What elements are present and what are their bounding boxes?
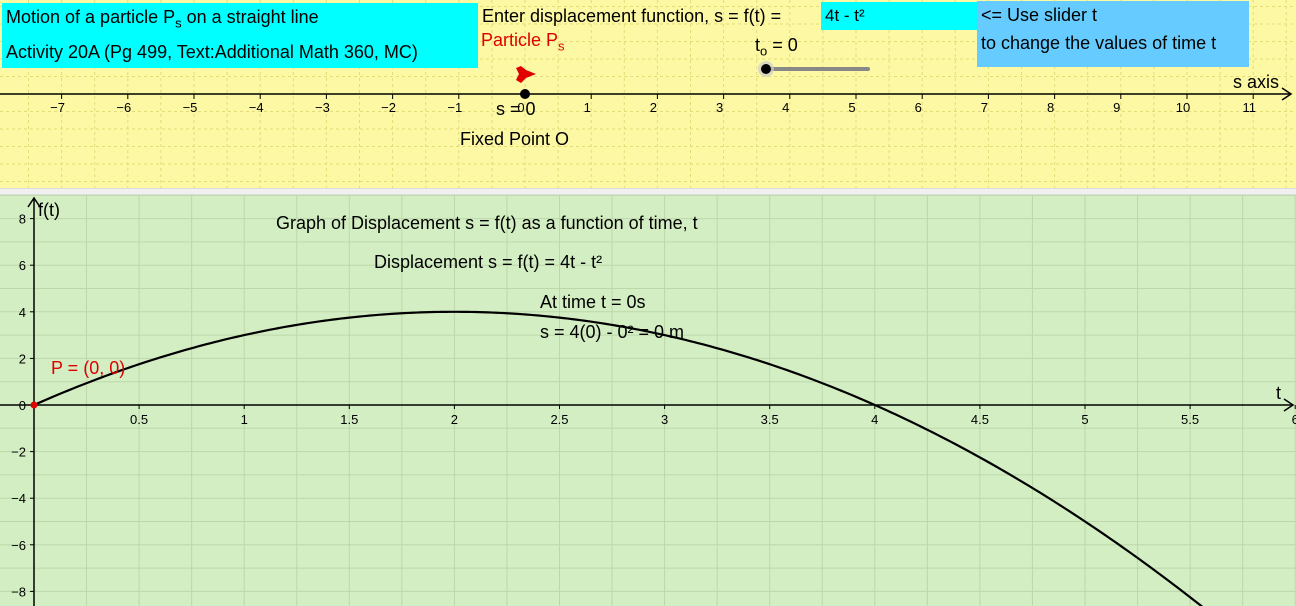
title-line1: Motion of a particle Ps on a straight li… [6,7,319,31]
s-zero-label: s = 0 [496,99,536,119]
particle-ps[interactable] [516,66,536,83]
x-tick-label: 5 [1081,412,1088,427]
y-axis-arrow [27,196,41,208]
x-tick-label: 0.5 [130,412,148,427]
s-tick-label: 4 [782,100,789,115]
s-axis-arrow [1281,87,1293,101]
s-tick-label: 7 [981,100,988,115]
x-tick-label: 1.5 [340,412,358,427]
slider-label: to = 0 [755,35,798,59]
s-tick-label: −4 [249,100,264,115]
x-axis-label: t [1276,383,1282,403]
title-line2: Activity 20A (Pg 499, Text:Additional Ma… [6,41,418,62]
s-tick-label: 5 [848,100,855,115]
graph-title: Graph of Displacement s = f(t) as a func… [276,213,698,233]
x-tick-label: 2.5 [550,412,568,427]
s-tick-label: 6 [915,100,922,115]
fixed-point-label: Fixed Point O [460,129,570,149]
s-tick-label: 0 [517,100,524,115]
y-tick-label: −2 [11,445,26,460]
y-tick-label: 0 [19,398,26,413]
x-tick-label: 3 [661,412,668,427]
y-tick-label: −6 [11,538,26,553]
graph-canvas[interactable]: 0.511.522.533.544.555.566.577.588.599.51… [0,195,1296,606]
s-tick-label: 3 [716,100,723,115]
s-tick-label: −1 [447,100,462,115]
y-tick-label: 4 [19,305,26,320]
y-tick-label: 6 [19,258,26,273]
s-tick-label: −7 [50,100,65,115]
y-tick-label: 8 [19,212,26,227]
point-label: P = (0, 0) [51,358,126,378]
s-tick-label: −2 [381,100,396,115]
fixed-point-o [520,89,530,99]
x-tick-label: 3.5 [761,412,779,427]
evaluation-text: s = 4(0) - 0² = 0 m [540,322,685,342]
displacement-curve [33,310,1204,606]
slider-knob[interactable] [761,64,771,74]
x-tick-label: 5.5 [1181,412,1199,427]
s-tick-label: −3 [315,100,330,115]
time-text: At time t = 0s [540,292,646,312]
s-tick-label: −6 [116,100,131,115]
function-input-label: Enter displacement function, s = f(t) = [482,6,782,26]
function-input[interactable] [821,2,981,30]
slider-hint-line1: <= Use slider t [981,5,1098,25]
s-tick-label: 8 [1047,100,1054,115]
s-tick-label: 2 [650,100,657,115]
function-text: Displacement s = f(t) = 4t - t² [374,252,603,272]
s-tick-label: 9 [1113,100,1120,115]
title-box: Motion of a particle Ps on a straight li… [2,3,478,68]
slider-hint-box: <= Use slider t to change the values of … [977,1,1249,67]
s-tick-label: −5 [183,100,198,115]
graph-panel: 0.511.522.533.544.555.566.577.588.599.51… [0,195,1296,606]
y-tick-label: −4 [11,491,26,506]
s-tick-label: 1 [584,100,591,115]
x-tick-label: 6 [1292,412,1296,427]
slider-hint-line2: to change the values of time t [981,33,1217,53]
particle-label: Particle Ps [481,30,565,54]
s-tick-label: 11 [1242,100,1256,115]
y-tick-label: −8 [11,584,26,599]
y-tick-label: 2 [19,351,26,366]
x-tick-label: 4 [871,412,878,427]
s-axis-label: s axis [1233,72,1280,92]
panel-divider[interactable] [0,188,1296,195]
number-line-panel: −7 −6 −5 −4 −3 −2 −1 0 1 2 3 4 5 6 7 8 9 10 11 Motion of a… [0,0,1296,188]
point-p[interactable] [30,401,38,409]
x-axis-arrow [1283,398,1295,412]
s-tick-label: 10 [1176,100,1190,115]
x-tick-label: 4.5 [971,412,989,427]
y-axis-label: f(t) [38,200,60,220]
x-tick-label: 1 [241,412,248,427]
x-tick-label: 2 [451,412,458,427]
